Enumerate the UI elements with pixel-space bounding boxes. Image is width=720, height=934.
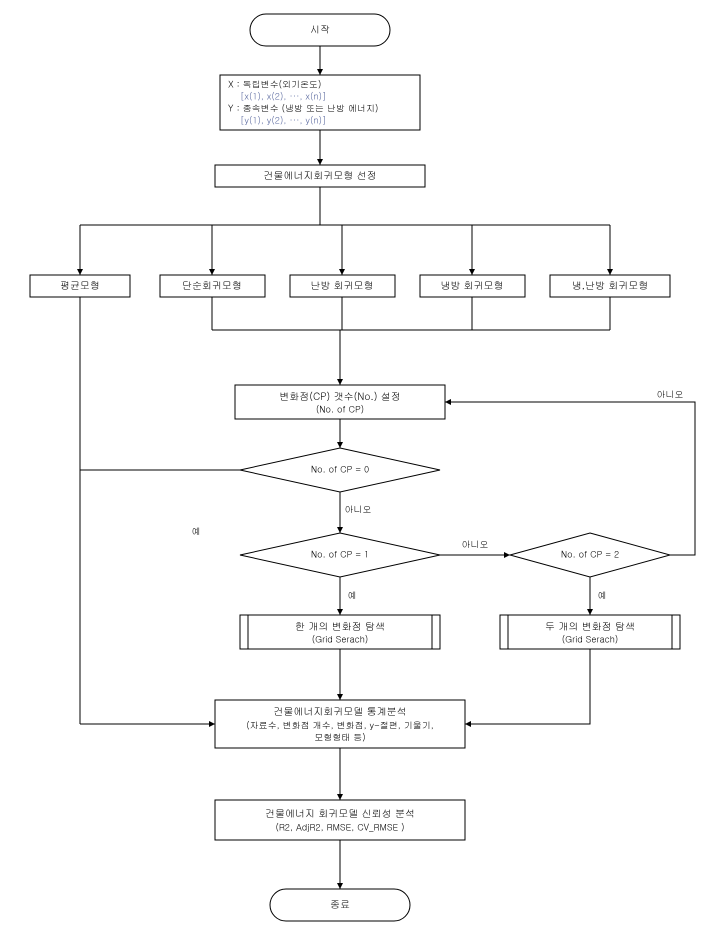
grid2-line1: 두 개의 변화점 탐색	[545, 619, 635, 633]
vars-y-formula: [y(1), y(2), ···, y(n)]	[240, 114, 326, 127]
yes-label-cp1: 예	[348, 589, 357, 602]
dec-cp2-label: No. of CP = 2	[561, 548, 619, 561]
yes-label-cp2: 예	[598, 589, 607, 602]
no-label-cp1: 아니오	[462, 538, 489, 551]
model-simple-label: 단순회귀모형	[182, 278, 242, 292]
model-hc-label: 냉,난방 회귀모형	[572, 278, 649, 292]
arrow	[465, 649, 590, 724]
model-mean-label: 평균모형	[60, 278, 100, 292]
rel-line1: 건물에너지 회귀모델 신뢰성 분석	[265, 806, 415, 820]
grid1-line2: (Grid Serach)	[312, 633, 368, 646]
select-model-label: 건물에너지회귀모형 선정	[263, 168, 376, 182]
rel-line2: (R2, AdjR2, RMSE, CV_RMSE )	[275, 821, 404, 834]
start-label: 시작	[310, 22, 330, 36]
grid1-line1: 한 개의 변화점 탐색	[295, 619, 385, 633]
cp-set-line2: (No. of CP)	[316, 403, 364, 416]
model-heating-label: 난방 회귀모형	[310, 278, 373, 292]
model-cooling-label: 냉방 회귀모형	[440, 278, 503, 292]
dec-cp0-label: No. of CP = 0	[311, 463, 369, 476]
dec-cp1-label: No. of CP = 1	[311, 548, 369, 561]
yes-label-left: 예	[192, 525, 201, 538]
stats-line1: 건물에너지회귀모델 통계분석	[273, 704, 406, 718]
no-label-cp0: 아니오	[345, 503, 372, 516]
no-label-cp2: 아니오	[657, 388, 684, 401]
end-label: 종료	[330, 897, 350, 911]
stats-line3: 모형형태 등)	[314, 731, 365, 744]
grid2-line2: (Grid Serach)	[562, 633, 618, 646]
arrow	[445, 402, 695, 555]
cp-set-line1: 변화점(CP) 갯수(No.) 설정	[279, 389, 401, 403]
